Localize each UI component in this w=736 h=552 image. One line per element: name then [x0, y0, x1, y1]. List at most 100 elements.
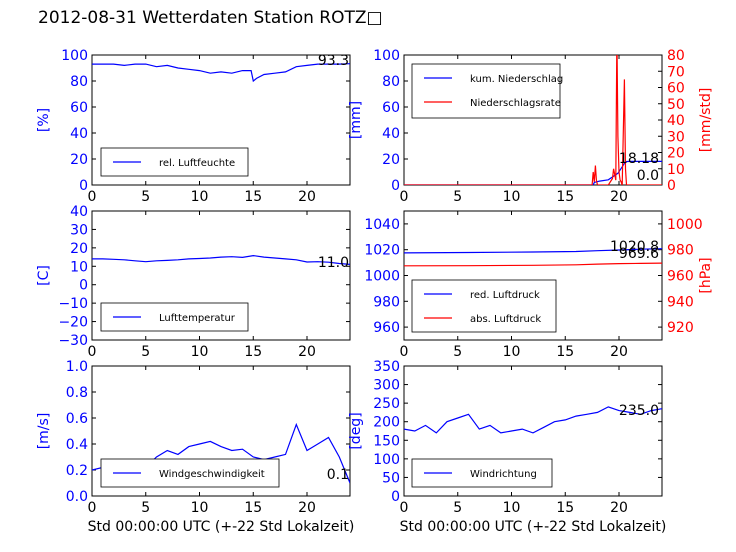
x-tick-label: 20: [298, 189, 316, 205]
x-tick-label: 0: [88, 344, 97, 360]
y-tick-label: 60: [70, 100, 88, 116]
x-tick-label: 10: [503, 500, 521, 516]
series-line: [404, 406, 662, 434]
x-tick-label: 0: [88, 189, 97, 205]
x-tick-label: 20: [298, 500, 316, 516]
y-tick-label: 20: [382, 152, 400, 168]
x-tick-label: 0: [88, 500, 97, 516]
y-tick-label: 0: [79, 178, 88, 194]
x-tick-label: 0: [400, 344, 409, 360]
y-tick-label: 0.6: [66, 411, 88, 427]
x-tick-label: 20: [610, 189, 628, 205]
y2-tick-label: 0: [667, 178, 676, 194]
y2-tick-label: 30: [667, 129, 685, 145]
y-tick-label: 300: [373, 378, 400, 394]
x-tick-label: 5: [141, 189, 150, 205]
figure-title: 2012-08-31 Wetterdaten Station ROTZ□: [38, 8, 383, 28]
x-tick-label: 10: [503, 189, 521, 205]
current-value-label: 235.0: [619, 403, 659, 419]
y2-tick-label: 20: [667, 146, 685, 162]
x-tick-label: 10: [503, 344, 521, 360]
legend-label: Windgeschwindigkeit: [159, 469, 265, 480]
x-tick-label: 15: [556, 344, 574, 360]
panel-1: 0 5 10 15 20 0 20 40 60 80 100 [%] rel. Luftfeuchte 9…: [36, 48, 351, 205]
y2-tick-label: 960: [667, 269, 694, 285]
y-tick-label: −10: [58, 296, 88, 312]
y-tick-label: 60: [382, 100, 400, 116]
y-tick-label: 960: [373, 320, 400, 336]
legend-label: Lufttemperatur: [159, 313, 236, 324]
current-value-label: 0.1: [327, 467, 349, 483]
y2-tick-label: 980: [667, 243, 694, 259]
x-tick-label: 10: [191, 500, 209, 516]
current-value-label: 93.3: [318, 53, 349, 69]
legend-box: [100, 302, 249, 332]
y2-tick-label: 920: [667, 320, 694, 336]
y-tick-label: −30: [58, 333, 88, 349]
x-axis-label: Std 00:00:00 UTC (+-22 Std Lokalzeit): [88, 519, 355, 535]
plot-frame: [403, 365, 663, 497]
x-tick-label: 0: [400, 189, 409, 205]
x-tick-label: 15: [244, 344, 262, 360]
y-tick-label: 1.0: [66, 359, 88, 375]
y-tick-label: 100: [61, 48, 88, 64]
x-tick-label: 5: [141, 344, 150, 360]
y-tick-label: 0.0: [66, 489, 88, 505]
y-tick-label: 1020: [364, 243, 400, 259]
series-line: [404, 160, 662, 185]
y-axis-label: [m/s]: [36, 413, 52, 450]
x-tick-label: 10: [191, 189, 209, 205]
x-tick-label: 10: [191, 344, 209, 360]
x-tick-label: 20: [298, 344, 316, 360]
y-tick-label: 0: [79, 278, 88, 294]
x-tick-label: 20: [610, 344, 628, 360]
y-tick-label: 200: [373, 415, 400, 431]
y-tick-label: 0: [391, 178, 400, 194]
x-axis-label: Std 00:00:00 UTC (+-22 Std Lokalzeit): [400, 519, 667, 535]
y-axis-label: [mm]: [348, 101, 364, 139]
y2-tick-label: 40: [667, 113, 685, 129]
plot-frame: [91, 54, 351, 186]
y-tick-label: 100: [373, 452, 400, 468]
y-tick-label: 80: [382, 74, 400, 90]
legend-box: [411, 279, 557, 333]
y-tick-label: 10: [70, 259, 88, 275]
series-line: [404, 262, 662, 267]
y2-axis-label: [mm/std]: [698, 88, 714, 153]
legend-label: Windrichtung: [470, 469, 537, 480]
x-tick-label: 15: [244, 189, 262, 205]
x-tick-label: 15: [244, 500, 262, 516]
y-tick-label: 80: [70, 74, 88, 90]
current-value-label: 0.0: [637, 168, 659, 184]
legend-label: kum. Niederschlag: [470, 74, 563, 85]
y-tick-label: 40: [382, 126, 400, 142]
y-tick-label: 0.8: [66, 385, 88, 401]
panel-5: 0 5 10 15 20 0.0 0.2 0.4 0.6 0.8 1.0 [m/s] Std 00:00…: [36, 359, 354, 535]
plot-frame: [91, 210, 351, 341]
x-tick-label: 15: [556, 189, 574, 205]
y-tick-label: 20: [70, 241, 88, 257]
series-line: [92, 63, 350, 83]
y2-tick-label: 60: [667, 81, 685, 97]
y-tick-label: 0.4: [66, 437, 88, 453]
plot-frame: [91, 365, 351, 497]
y2-tick-label: 70: [667, 64, 685, 80]
panel-3: 0 5 10 15 20 −30 −20 −10 0 10 20 30 40 [C] Lufttempera…: [36, 204, 351, 360]
y-tick-label: −20: [58, 315, 88, 331]
y-tick-label: 980: [373, 294, 400, 310]
y2-axis-label: [hPa]: [698, 257, 714, 293]
legend-label: rel. Luftfeuchte: [159, 158, 235, 169]
y2-tick-label: 940: [667, 294, 694, 310]
y-tick-label: 1040: [364, 217, 400, 233]
y-tick-label: 250: [373, 396, 400, 412]
current-value-label: 969.6: [619, 246, 659, 262]
legend-box: [411, 63, 561, 119]
y-tick-label: 40: [70, 126, 88, 142]
x-tick-label: 0: [400, 500, 409, 516]
x-tick-label: 5: [453, 500, 462, 516]
x-tick-label: 5: [453, 344, 462, 360]
x-tick-label: 5: [141, 500, 150, 516]
series-line: [404, 248, 662, 254]
y-tick-label: 350: [373, 359, 400, 375]
